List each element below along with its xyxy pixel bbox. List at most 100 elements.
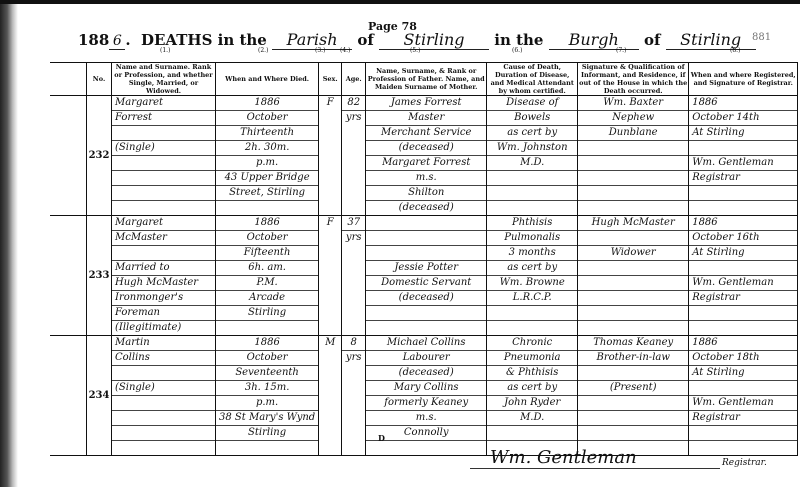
col-sex: Sex. [318,62,343,96]
sex-value: F [326,217,334,228]
col-age: Age. [341,62,367,96]
signature-line [470,468,720,469]
parents-line: Labourer [366,351,487,366]
cause-line [487,201,577,215]
sex-cell: M [318,335,343,456]
district-type: Parish [272,30,353,50]
parents-line: (deceased) [366,141,487,156]
when-where-line: Stirling [216,306,319,321]
when-where-cell: 1886 October Seventeenth 3h. 15m. p.m. 38 St … [214,335,320,456]
when-where-line: October [216,111,319,126]
name-line: Margaret [112,96,215,111]
informant-line: Brother-in-law [578,351,689,366]
parents-line: (deceased) [398,202,454,213]
registered-line: Registrar [689,171,798,186]
informant-line: Widower [578,246,689,261]
when-where-line: Street, Stirling [216,186,319,201]
informant-line: Dunblane [578,126,689,141]
age-value: yrs [345,352,362,363]
name-line: Married to [112,261,215,276]
page-letter: D [378,433,385,443]
deaths-register-table: No. Name and Surname. Rank or Profession… [50,62,799,456]
cause-line: Phthisis [487,216,578,231]
informant-line [578,306,689,321]
parents-line: (deceased) [366,366,487,381]
reference-number: 881 [752,32,772,43]
name-cell: Margaret McMaster Married to Hugh McMaster I… [111,215,216,336]
informant-line: Wm. Baxter [578,96,689,111]
parents-cell: Michael Collins Labourer (deceased) Mary Co… [365,335,488,456]
age-cell: 82 yrs [341,95,367,216]
registered-line [689,381,798,396]
margin-cell [50,335,87,456]
when-where-line: Fifteenth [216,246,319,261]
entry-number: 234 [86,335,112,456]
register-entry: 232 Margaret Forrest (Single) 1886 October Thi… [50,95,799,216]
informant-cell: Hugh McMaster Widower [577,215,690,336]
cause-line: Wm. Johnston [487,141,578,156]
cause-line [487,306,578,321]
when-where-line: p.m. [216,156,319,171]
registered-line: Wm. Gentleman [689,276,798,291]
col-registered: When and where Registered, and Signature… [688,62,799,96]
cause-line [487,186,578,201]
column-number: (6.) [512,47,523,54]
cause-line: 3 months [487,246,578,261]
cause-line: Wm. Browne [487,276,578,291]
cause-line: Pneumonia [487,351,578,366]
registered-line: At Stirling [689,126,798,141]
when-where-line: October [216,231,319,246]
name-line [112,246,215,261]
column-number: (1.) [160,47,171,54]
cause-line: as cert by [487,126,578,141]
sex-value: F [326,97,334,108]
name-line: (Single) [112,141,215,156]
page-number: Page 78 [368,20,417,33]
informant-line [578,201,688,215]
col-name: Name and Surname. Rank or Profession, an… [111,62,216,96]
registered-line: At Stirling [689,246,798,261]
parents-line: Master [366,111,487,126]
registered-line: 1886 [689,96,798,111]
when-where-line: Thirteenth [216,126,319,141]
of-label: of [357,31,374,49]
register-entry: 234 Martin Collins (Single) 1886 October Seven… [50,335,799,456]
name-line: (Single) [112,381,215,396]
when-where-line: Arcade [216,291,319,306]
col-when-where: When and Where Died. [214,62,320,96]
when-where-line: 1886 [216,216,319,231]
informant-line [578,141,689,156]
col-cause: Cause of Death, Duration of Disease, and… [486,62,579,96]
cause-line: L.R.C.P. [487,291,578,306]
age-value: 8 [342,336,366,351]
in-the-label: in the [494,31,544,49]
registered-line [689,141,798,156]
age-value: yrs [345,232,362,243]
header-row: No. Name and Surname. Rank or Profession… [50,62,799,96]
name-cell: Martin Collins (Single) [111,335,216,456]
column-number: (8.) [730,47,741,54]
name-line: Collins [112,351,215,366]
parents-line [366,216,487,231]
register-entry: 233 Margaret McMaster Married to Hugh McMast… [50,215,799,336]
when-where-line: 1886 [216,96,319,111]
parents-line: Margaret Forrest [366,156,487,171]
cause-line [487,171,578,186]
when-where-line: Stirling [216,426,319,441]
cause-cell: Disease of Bowels as cert by Wm. Johnston M.… [486,95,579,216]
when-where-cell: 1886 October Thirteenth 2h. 30m. p.m. 43 Uppe… [214,95,320,216]
when-where-cell: 1886 October Fifteenth 6h. am. P.M. Arcade Sti… [214,215,320,336]
column-number: (4.) [340,47,351,54]
age-cell: 37 yrs [341,215,367,336]
cause-cell: Chronic Pneumonia & Phthisis as cert by John… [486,335,579,456]
informant-line: Nephew [578,111,689,126]
when-where-line: P.M. [216,276,319,291]
age-value: yrs [345,112,362,123]
when-where-line [216,321,318,335]
parents-line [366,306,487,321]
informant-line [578,396,689,411]
registered-line: October 18th [689,351,798,366]
informant-cell: Thomas Keaney Brother-in-law (Present) [577,335,690,456]
registrar-signature: Wm. Gentleman [490,447,637,468]
when-where-line [216,201,318,215]
